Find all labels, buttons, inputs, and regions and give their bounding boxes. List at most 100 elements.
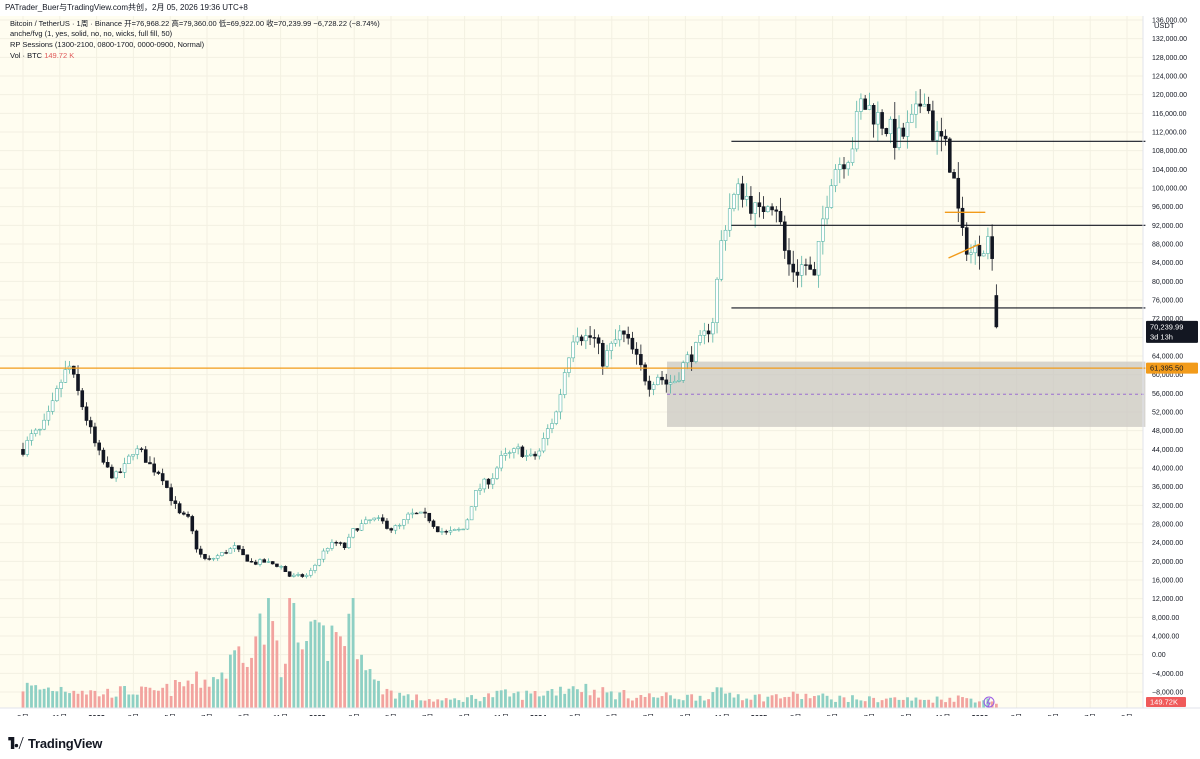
volume-bar bbox=[884, 698, 888, 708]
time-tick-label: 7月 bbox=[201, 713, 213, 716]
candle-body bbox=[545, 428, 550, 439]
price-axis[interactable]: USDT −8,000.00 −4,000.00 0.00 4,000.00 8,000.… bbox=[1142, 16, 1187, 708]
volume-bar bbox=[969, 698, 973, 708]
volume-bar bbox=[766, 696, 770, 708]
legend-sessions[interactable]: RP Sessions (1300-2100, 0800-1700, 0000-… bbox=[10, 40, 205, 49]
volume-bar bbox=[93, 690, 97, 708]
candle-body bbox=[228, 548, 233, 554]
price-tick-label: 120,000.00 bbox=[1152, 92, 1187, 99]
candle-body bbox=[93, 426, 97, 444]
price-tick-label: 16,000.00 bbox=[1152, 578, 1183, 585]
price-tick-label: 72,000.00 bbox=[1152, 316, 1183, 323]
volume-bar bbox=[275, 640, 279, 708]
volume-bar bbox=[364, 670, 368, 708]
volume-bar bbox=[317, 622, 321, 708]
candle-body bbox=[579, 336, 584, 342]
candle-body bbox=[770, 206, 774, 211]
volume-bar bbox=[250, 657, 253, 708]
candle-body bbox=[766, 206, 770, 213]
candle-body bbox=[804, 264, 808, 266]
candle-body bbox=[495, 467, 499, 479]
volume-bar bbox=[982, 700, 986, 708]
candle-body bbox=[245, 554, 250, 562]
candle-body bbox=[368, 519, 372, 521]
volume-bar bbox=[203, 679, 207, 708]
volume-tag-value: 149.72K bbox=[1150, 698, 1178, 707]
price-chart[interactable]: USDT −8,000.00 −4,000.00 0.00 4,000.00 8,000.… bbox=[0, 16, 1200, 716]
candle-body bbox=[829, 185, 834, 208]
candle-body bbox=[80, 390, 85, 408]
candle-body bbox=[241, 548, 245, 556]
volume-bar bbox=[102, 694, 105, 708]
legend-fvg[interactable]: anche/fvg (1, yes, solid, no, no, wicks,… bbox=[10, 29, 173, 38]
volume-bar bbox=[783, 697, 787, 708]
candle-body bbox=[749, 195, 753, 214]
volume-bar bbox=[868, 696, 871, 708]
candle-body bbox=[867, 105, 872, 110]
volume-bar bbox=[42, 688, 46, 708]
volume-bar bbox=[855, 699, 859, 708]
candle-body bbox=[943, 135, 948, 140]
volume-bar bbox=[910, 700, 914, 708]
candle-body bbox=[969, 252, 973, 255]
volume-bar bbox=[724, 693, 727, 708]
volume-bar bbox=[647, 693, 651, 708]
volume-bar bbox=[851, 695, 854, 708]
volume-bar bbox=[774, 694, 778, 708]
volume-bar bbox=[339, 636, 342, 708]
volume-bar bbox=[402, 695, 406, 708]
candle-body bbox=[571, 341, 575, 359]
volume-bar bbox=[21, 691, 25, 708]
volume-bar bbox=[694, 700, 698, 708]
candle-body bbox=[719, 240, 724, 280]
candle-body bbox=[469, 506, 474, 521]
volume-bar bbox=[190, 683, 194, 708]
volume-bar bbox=[169, 696, 173, 708]
volume-bar bbox=[237, 646, 241, 708]
candle-body bbox=[359, 523, 364, 531]
legend-volume-label: Vol · BTC bbox=[10, 51, 43, 60]
candle-body bbox=[156, 471, 161, 474]
candle-body bbox=[71, 365, 76, 375]
volume-bar bbox=[216, 679, 220, 708]
volume-bar bbox=[609, 691, 613, 708]
volume-bar bbox=[512, 693, 516, 708]
candlesticks bbox=[21, 89, 999, 579]
legend-volume[interactable]: Vol · BTC 149.72 K bbox=[10, 51, 74, 60]
candle-body bbox=[105, 462, 110, 468]
candle-body bbox=[321, 550, 326, 560]
volume-bar bbox=[508, 696, 512, 708]
volume-bar bbox=[330, 625, 334, 708]
volume-bar bbox=[842, 697, 846, 708]
candle-body bbox=[347, 536, 351, 549]
time-tick-label: 9月 bbox=[680, 713, 692, 716]
candle-body bbox=[363, 519, 368, 524]
candle-body bbox=[372, 517, 377, 521]
candle-body bbox=[600, 342, 605, 367]
volume-bar bbox=[355, 659, 359, 708]
time-tick-label: 3月 bbox=[1011, 713, 1023, 716]
candle-body bbox=[588, 335, 592, 338]
price-tick-label: 64,000.00 bbox=[1152, 354, 1183, 361]
time-axis[interactable]: 9月 11月 2022 3月 5月 7月 9月 11月 2023 3月 5月 7月 9月 11月 2024 3… bbox=[0, 707, 1200, 716]
volume-bar bbox=[59, 686, 63, 708]
candle-body bbox=[808, 264, 812, 270]
legend-symbol[interactable]: Bitcoin / TetherUS · 1周 · Binance bbox=[10, 19, 122, 28]
last-price-value: 70,239.99 bbox=[1150, 322, 1183, 331]
candle-body bbox=[402, 519, 406, 526]
volume-bar bbox=[381, 694, 385, 708]
candle-body bbox=[854, 111, 859, 150]
volume-bar bbox=[300, 649, 304, 708]
time-tick-label: 3月 bbox=[348, 713, 360, 716]
candle-body bbox=[981, 253, 986, 257]
candle-body bbox=[753, 202, 757, 214]
tradingview-logo[interactable]: TradingView bbox=[8, 735, 102, 751]
candle-body bbox=[537, 450, 542, 457]
candle-body bbox=[139, 448, 144, 450]
candle-body bbox=[84, 406, 89, 421]
volume-bar bbox=[34, 685, 38, 708]
volume-bar bbox=[660, 696, 664, 708]
candle-body bbox=[448, 530, 453, 533]
volume-bar bbox=[631, 700, 634, 708]
candle-body bbox=[380, 517, 385, 522]
